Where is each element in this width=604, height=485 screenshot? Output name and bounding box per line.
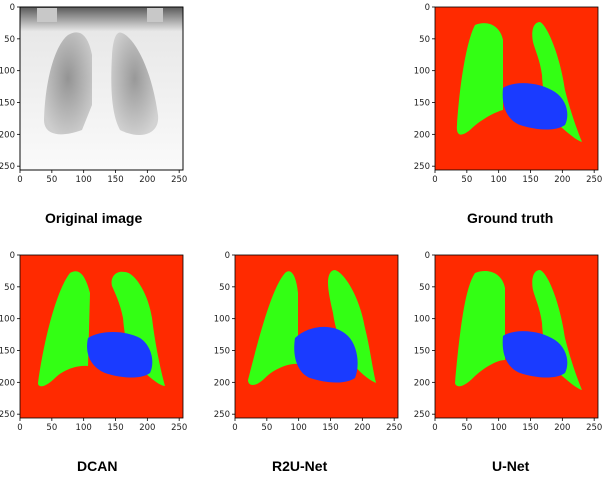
- y-tick-label: 0: [225, 251, 230, 261]
- y-tick-label: 100: [414, 67, 430, 77]
- y-tick-label: 150: [414, 99, 430, 109]
- y-tick-label: 50: [419, 35, 430, 45]
- x-tick-label: 50: [46, 423, 57, 433]
- caption-dcan: DCAN: [77, 458, 118, 474]
- r2u-left-lung: [248, 271, 298, 385]
- x-tick-label: 200: [139, 423, 155, 433]
- y-tick-label: 50: [419, 283, 430, 293]
- xray-marker-left: [37, 8, 57, 22]
- dcan-left-lung: [38, 271, 90, 387]
- x-tick-label: 50: [461, 175, 472, 185]
- x-tick-label: 250: [386, 423, 402, 433]
- x-tick-label: 0: [232, 423, 237, 433]
- y-tick-label: 100: [414, 315, 430, 325]
- x-tick-label: 50: [461, 423, 472, 433]
- y-tick-label: 250: [0, 410, 15, 420]
- y-tick-label: 150: [0, 347, 15, 357]
- x-tick-label: 0: [17, 175, 22, 185]
- caption-r2u-net: R2U-Net: [272, 458, 328, 474]
- y-tick-label: 150: [214, 347, 230, 357]
- y-tick-label: 0: [425, 3, 430, 13]
- panel-ground-truth: 0 50 100 150 200 250 0 50 100 150 200 250 Ground tr…: [414, 0, 604, 235]
- x-tick-label: 100: [491, 175, 507, 185]
- y-tick-label: 100: [0, 315, 15, 325]
- x-tick-label: 0: [432, 175, 437, 185]
- y-tick-label: 50: [219, 283, 230, 293]
- y-tick-label: 200: [414, 130, 430, 140]
- x-tick-label: 50: [46, 175, 57, 185]
- y-tick-label: 200: [414, 378, 430, 388]
- y-tick-label: 200: [0, 378, 15, 388]
- unet-heart: [502, 331, 568, 378]
- y-tick-label: 200: [0, 130, 15, 140]
- y-tick-label: 250: [414, 410, 430, 420]
- x-tick-label: 100: [291, 423, 307, 433]
- caption-ground-truth: Ground truth: [467, 210, 554, 226]
- x-tick-label: 150: [107, 423, 123, 433]
- caption-u-net: U-Net: [492, 458, 530, 474]
- y-tick-label: 100: [0, 67, 15, 77]
- dcan-heart: [87, 332, 153, 378]
- y-tick-label: 50: [4, 35, 15, 45]
- x-tick-label: 200: [354, 423, 370, 433]
- x-tick-label: 200: [554, 175, 570, 185]
- y-tick-label: 250: [414, 162, 430, 172]
- x-tick-label: 50: [261, 423, 272, 433]
- x-tick-label: 200: [554, 423, 570, 433]
- panel-dcan: 0 50 100 150 200 250 0 50 100 150 200 250 DCAN: [0, 248, 200, 483]
- panel-r2u-net: 0 50 100 150 200 250 0 50 100 150 200 250 R2U-Net: [200, 248, 415, 483]
- y-tick-label: 0: [425, 251, 430, 261]
- y-tick-label: 100: [214, 315, 230, 325]
- xray-left-lung: [44, 32, 92, 135]
- x-tick-label: 250: [171, 175, 187, 185]
- xray-right-lung: [111, 32, 159, 135]
- x-tick-label: 100: [491, 423, 507, 433]
- r2u-heart: [294, 326, 358, 383]
- x-tick-label: 100: [76, 175, 92, 185]
- gt-heart: [502, 83, 568, 130]
- x-tick-label: 0: [17, 423, 22, 433]
- x-tick-label: 150: [322, 423, 338, 433]
- x-tick-label: 250: [586, 423, 602, 433]
- r2u-right-lung: [328, 270, 376, 383]
- y-tick-label: 50: [4, 283, 15, 293]
- x-tick-label: 250: [171, 423, 187, 433]
- caption-original-image: Original image: [45, 210, 143, 226]
- xray-image: [19, 6, 184, 171]
- y-tick-label: 150: [0, 99, 15, 109]
- gt-left-lung: [456, 23, 503, 135]
- panel-u-net: 0 50 100 150 200 250 0 50 100 150 200 250 U-Net: [414, 248, 604, 483]
- y-tick-label: 150: [414, 347, 430, 357]
- x-tick-label: 250: [586, 175, 602, 185]
- x-tick-label: 100: [76, 423, 92, 433]
- x-tick-label: 150: [522, 175, 538, 185]
- gt-right-lung: [532, 22, 582, 142]
- x-tick-label: 200: [139, 175, 155, 185]
- y-tick-label: 0: [10, 3, 15, 13]
- xray-marker-right: [147, 8, 163, 22]
- y-tick-label: 0: [10, 251, 15, 261]
- x-tick-label: 0: [432, 423, 437, 433]
- unet-left-lung: [455, 270, 505, 387]
- x-tick-label: 150: [522, 423, 538, 433]
- panel-original-image: 0 50 100 150 200 250 0 50 100 150 200 250 Original …: [0, 0, 200, 235]
- x-tick-label: 150: [107, 175, 123, 185]
- y-tick-label: 250: [214, 410, 230, 420]
- y-tick-label: 250: [0, 162, 15, 172]
- unet-right-lung: [532, 270, 582, 390]
- y-tick-label: 200: [214, 378, 230, 388]
